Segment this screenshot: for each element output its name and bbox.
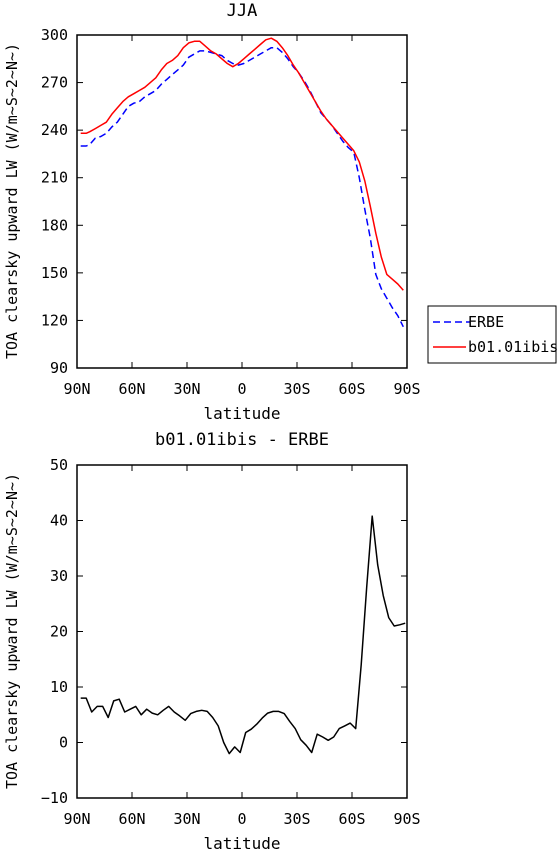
bottom-series	[80, 515, 406, 755]
top-y-tick-label: 270	[41, 74, 68, 92]
top-x-tick-label: 30S	[283, 380, 310, 398]
top-y-tick-label: 90	[50, 359, 68, 377]
top-y-tick-label: 120	[41, 311, 68, 329]
bottom-y-ticks: −10 0 10 20 30 40 50	[41, 456, 407, 807]
top-y-tick-label: 210	[41, 169, 68, 187]
legend-box	[427, 305, 557, 364]
top-series	[80, 37, 404, 328]
top-y-axis-label: TOA clearsky upward LW (W/m~S~2~N~)	[3, 43, 21, 359]
bottom-panel: b01.01ibis - ERBE −10 0 10 20 30 40 50 90N 60N 3…	[3, 430, 421, 851]
top-series-line-b01-01ibis	[80, 37, 404, 291]
top-x-tick-label: 30N	[173, 380, 200, 398]
legend-label-model: b01.01ibis	[468, 338, 558, 356]
bottom-y-tick-label: 40	[50, 512, 68, 530]
bottom-x-ticks: 90N 60N 30N 0 30S 60S 90S	[63, 465, 421, 828]
bottom-y-tick-label: 10	[50, 678, 68, 696]
top-x-tick-label: 60N	[118, 380, 145, 398]
top-chart-title: JJA	[227, 1, 258, 21]
top-x-tick-label: 0	[237, 380, 246, 398]
top-x-tick-label: 90N	[63, 380, 90, 398]
top-y-tick-label: 150	[41, 264, 68, 282]
top-y-tick-label: 240	[41, 121, 68, 139]
top-x-tick-label: 90S	[393, 380, 420, 398]
top-y-tick-label: 180	[41, 216, 68, 234]
top-y-tick-label: 300	[41, 26, 68, 44]
bottom-x-tick-label: 0	[237, 810, 246, 828]
bottom-y-axis-label: TOA clearsky upward LW (W/m~S~2~N~)	[3, 473, 21, 789]
top-x-ticks: 90N 60N 30N 0 30S 60S 90S	[63, 35, 421, 398]
bottom-y-tick-label: 50	[50, 456, 68, 474]
bottom-y-tick-label: 30	[50, 567, 68, 585]
bottom-series-line-0	[80, 515, 406, 755]
bottom-x-tick-label: 90S	[393, 810, 420, 828]
legend-label-erbe: ERBE	[468, 313, 504, 331]
bottom-y-tick-label: 0	[59, 734, 68, 752]
top-x-axis-label: latitude	[203, 404, 280, 423]
bottom-x-tick-label: 30N	[173, 810, 200, 828]
top-y-ticks: 90 120 150 180 210 240 270 300	[41, 26, 407, 377]
bottom-chart-title: b01.01ibis - ERBE	[155, 430, 329, 450]
top-panel: JJA 90 120 150 180 210 240 270 300 90N 60N 30N 0 30…	[3, 1, 421, 423]
top-x-tick-label: 60S	[338, 380, 365, 398]
bottom-x-tick-label: 60S	[338, 810, 365, 828]
bottom-y-tick-label: 20	[50, 623, 68, 641]
top-series-line-erbe	[80, 46, 404, 328]
bottom-x-tick-label: 60N	[118, 810, 145, 828]
top-plot-frame	[76, 34, 408, 369]
bottom-y-tick-label: −10	[41, 789, 68, 807]
bottom-x-tick-label: 90N	[63, 810, 90, 828]
bottom-x-tick-label: 30S	[283, 810, 310, 828]
legend: ERBE b01.01ibis	[427, 305, 558, 364]
bottom-x-axis-label: latitude	[203, 834, 280, 851]
